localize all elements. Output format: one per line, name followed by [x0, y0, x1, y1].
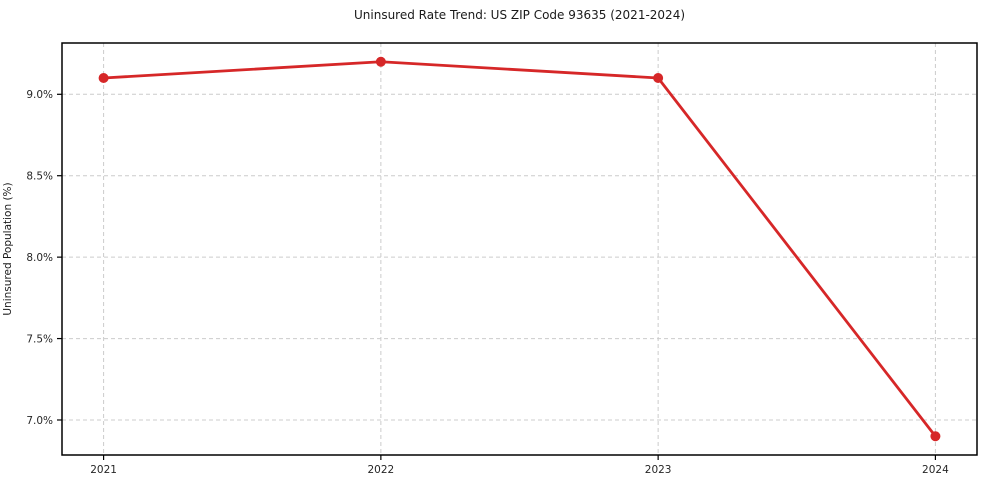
y-tick-label: 8.0% [26, 252, 53, 264]
x-tick-label: 2022 [367, 464, 394, 476]
axes-frame [61, 42, 978, 456]
x-tick-label: 2021 [90, 464, 117, 476]
data-point-marker [98, 73, 109, 84]
data-point-marker [375, 56, 386, 67]
x-tick-label: 2023 [645, 464, 672, 476]
chart-title: Uninsured Rate Trend: US ZIP Code 93635 … [353, 8, 686, 22]
x-tick-label: 2024 [922, 464, 949, 476]
y-tick-label: 7.0% [26, 415, 53, 427]
y-tick-label: 8.5% [26, 171, 53, 183]
plot-background [62, 43, 977, 455]
data-point-marker [930, 431, 941, 442]
y-tick-label: 9.0% [26, 89, 53, 101]
y-tick-label: 7.5% [26, 333, 53, 345]
trend-line [102, 60, 937, 438]
data-point-marker [653, 73, 664, 84]
